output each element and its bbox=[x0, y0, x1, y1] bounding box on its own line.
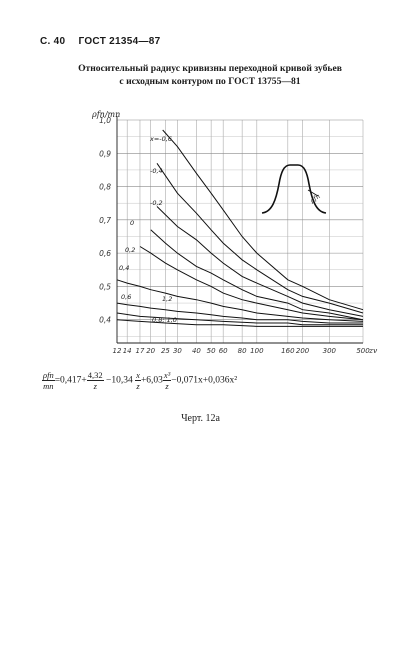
chart-series bbox=[116, 129, 364, 327]
y-axis-label: ρfn/mn bbox=[91, 110, 120, 119]
figure-title-line-1: Относительный радиус кривизны переходной… bbox=[78, 63, 342, 74]
x-tick-label: 17 bbox=[136, 347, 145, 355]
formula-fraction-1: 4,32 z bbox=[86, 370, 104, 391]
x-tick-label: 14 bbox=[123, 347, 132, 355]
x-tick-label: 300 bbox=[323, 347, 337, 355]
formula-lhs: ρfn mn bbox=[42, 370, 55, 391]
series-label: 0,4 bbox=[119, 264, 129, 272]
x-tick-label: 80 bbox=[238, 347, 247, 355]
page-header: С. 40 ГОСТ 21354—87 bbox=[40, 36, 171, 47]
x-tick-label: 50 bbox=[207, 347, 216, 355]
series-line bbox=[156, 206, 364, 317]
x-tick-label: 500 bbox=[356, 347, 370, 355]
series-label: 0,2 bbox=[125, 246, 135, 254]
standard-number: ГОСТ 21354—87 bbox=[78, 36, 161, 47]
tooth-profile-curve bbox=[261, 164, 327, 214]
y-tick-label: 0,5 bbox=[99, 282, 111, 291]
series-label: -0,2 bbox=[150, 199, 163, 207]
x-tick-label: 30 bbox=[173, 347, 182, 355]
series-line bbox=[116, 302, 363, 324]
formula-part-2: −10,34 bbox=[106, 375, 133, 386]
x-tick-label: 25 bbox=[161, 347, 170, 355]
formula-fraction-3: x³ z bbox=[162, 370, 172, 391]
x-tick-label: 20 bbox=[146, 347, 155, 355]
x-tick-label: 160 bbox=[281, 347, 295, 355]
formula-part-1: =0,417+ bbox=[54, 375, 87, 386]
y-tick-label: 0,7 bbox=[99, 216, 111, 225]
formula-fraction-2: x z bbox=[135, 370, 141, 391]
y-tick-label: 0,6 bbox=[99, 249, 111, 258]
series-line bbox=[116, 312, 363, 326]
radius-pointer bbox=[307, 189, 319, 197]
series-line bbox=[150, 229, 364, 321]
series-line bbox=[162, 129, 364, 311]
series-label: x=-0,6 bbox=[149, 135, 172, 143]
chart-labels: 12 14 17 20 25 30 40 50 60 80 100 160 200 300 500 0,4 0,… bbox=[91, 110, 378, 355]
x-tick-label: 100 bbox=[250, 347, 264, 355]
series-label: 0 bbox=[130, 219, 134, 227]
x-tick-label: 40 bbox=[192, 347, 201, 355]
x-tick-label: 60 bbox=[219, 347, 228, 355]
series-label: -0,4 bbox=[150, 167, 163, 175]
page-number: С. 40 bbox=[40, 36, 66, 47]
x-tick-label: 200 bbox=[296, 347, 310, 355]
y-tick-label: 0,8 bbox=[99, 183, 111, 192]
tooth-profile-inset: ρfn bbox=[261, 164, 327, 214]
y-tick-label: 1,0 bbox=[99, 116, 111, 125]
figure-caption: Черт. 12а bbox=[181, 413, 220, 424]
series-line bbox=[116, 279, 364, 322]
formula-part-3: +6,03 bbox=[140, 375, 163, 386]
formula-part-4: −0,071x+0,036x² bbox=[171, 375, 238, 386]
chart-grid bbox=[116, 119, 364, 343]
series-line bbox=[139, 246, 364, 321]
series-label: 0,6 bbox=[121, 293, 131, 301]
series-label: 1,2 bbox=[162, 295, 172, 303]
series-label: 0,8; 1,0 bbox=[152, 316, 177, 324]
y-tick-label: 0,4 bbox=[99, 316, 111, 325]
formula: ρfn mn =0,417+ 4,32 z −10,34 x z +6,03 x… bbox=[42, 370, 237, 391]
curvature-chart: 12 14 17 20 25 30 40 50 60 80 100 160 200 300 500 0,4 0,… bbox=[91, 110, 378, 355]
y-tick-label: 0,9 bbox=[99, 149, 111, 158]
figure-title-line-2: с исходным контуром по ГОСТ 13755—81 bbox=[119, 76, 301, 87]
series-line bbox=[116, 319, 363, 327]
x-tick-label: 12 bbox=[113, 347, 122, 355]
x-axis-label: zv bbox=[368, 346, 378, 355]
series-line bbox=[156, 163, 364, 314]
chart-axes bbox=[116, 116, 363, 344]
